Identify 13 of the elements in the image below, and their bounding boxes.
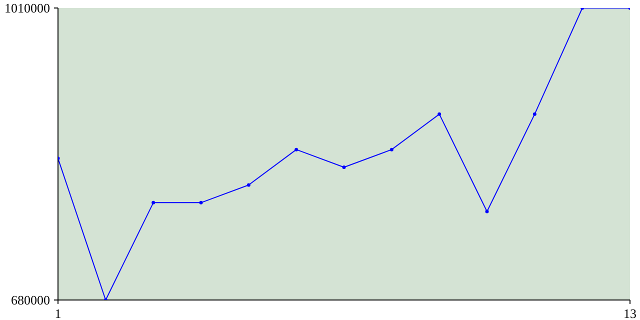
x-tick-label: 13 xyxy=(624,306,636,320)
point xyxy=(246,183,250,187)
x-tick-label: 1 xyxy=(54,306,62,320)
point xyxy=(438,112,442,116)
y-tick-label: 1010000 xyxy=(4,0,50,16)
point xyxy=(152,200,156,204)
point xyxy=(199,200,203,204)
point xyxy=(485,210,489,214)
point xyxy=(390,148,394,152)
point xyxy=(342,166,346,170)
point xyxy=(294,148,298,152)
y-tick-label: 680000 xyxy=(11,292,50,308)
point xyxy=(532,112,536,116)
